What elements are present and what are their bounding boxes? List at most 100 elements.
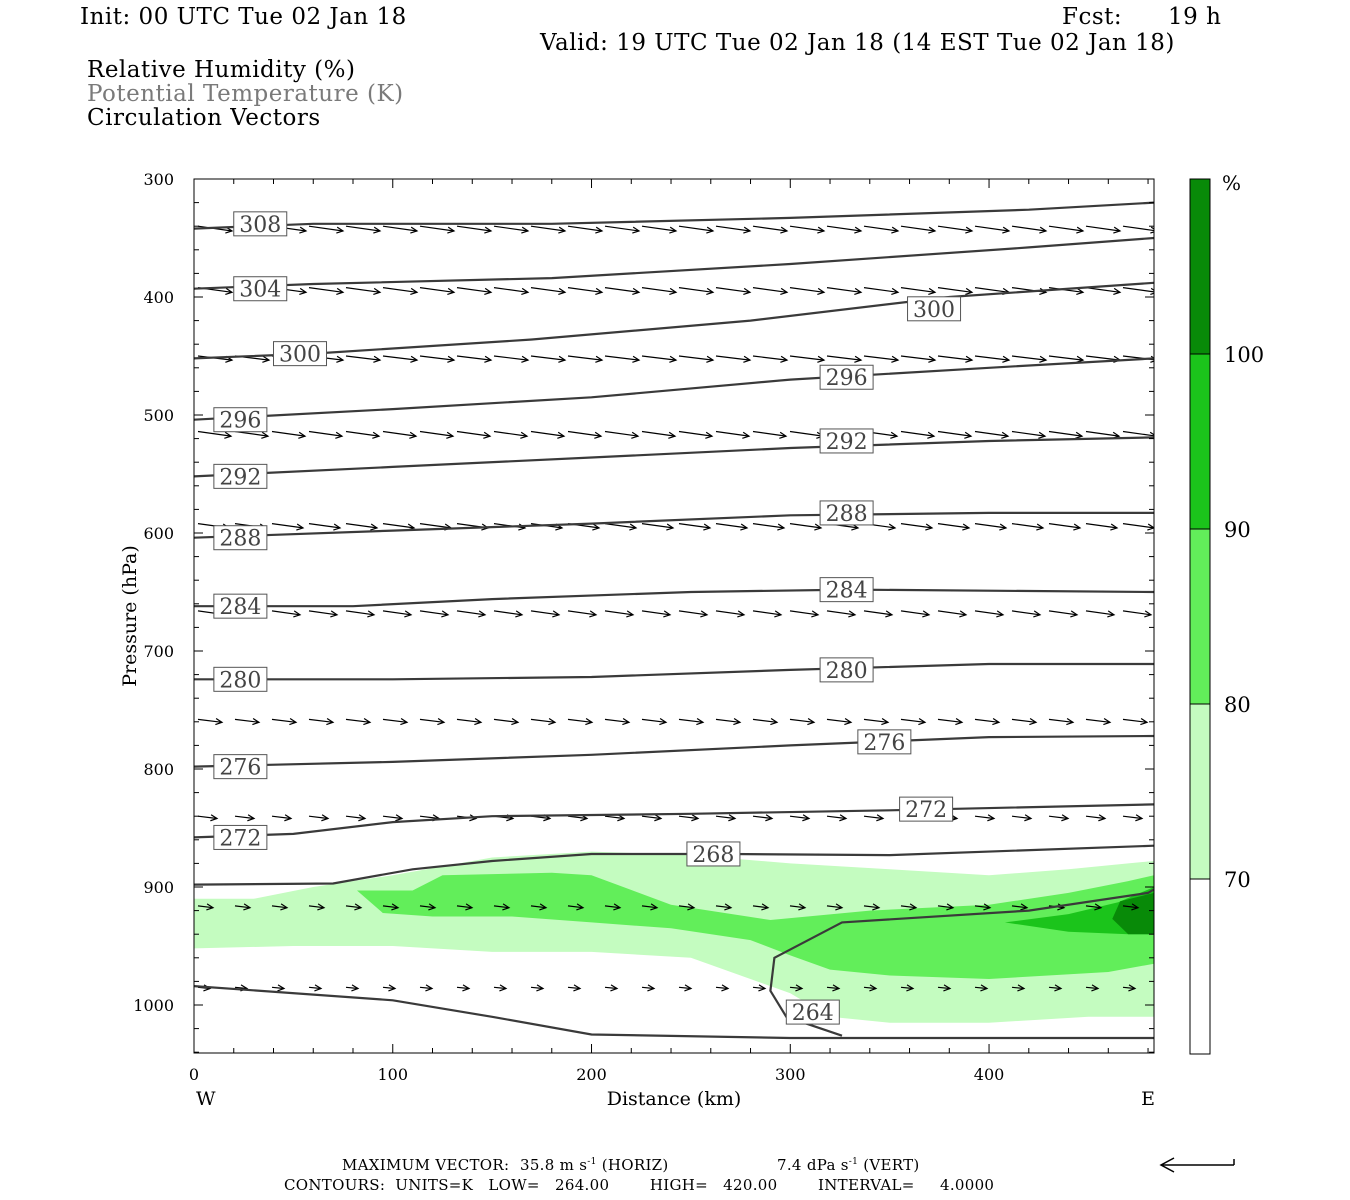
circulation-vector [1048, 610, 1078, 616]
circulation-vector [567, 986, 581, 990]
vector-arrowhead [409, 431, 418, 439]
circulation-vector [974, 287, 1010, 293]
circulation-vector [715, 523, 748, 529]
vector-arrowhead [335, 431, 344, 439]
circulation-vector [641, 430, 676, 437]
circulation-vector [715, 430, 750, 437]
vector-arrowhead [696, 718, 705, 726]
circulation-vector [752, 986, 766, 990]
vector-arrowhead [1002, 226, 1011, 234]
isentrope-label-box [686, 841, 741, 867]
circulation-vector [678, 430, 713, 437]
vector-arrowhead [1002, 355, 1011, 363]
vector-arrowhead [400, 718, 409, 726]
vector-arrowhead [742, 431, 751, 439]
colorbar-segment [1190, 354, 1210, 529]
circulation-vector [234, 718, 260, 723]
circulation-vector [826, 986, 840, 990]
circulation-vector [863, 355, 899, 361]
isentrope-292 [194, 436, 1154, 478]
circulation-vector [1122, 523, 1154, 529]
isentrope-label: 308 [239, 213, 281, 238]
isentrope-label: 264 [792, 1001, 834, 1026]
circulation-vector [641, 355, 677, 361]
circulation-vector [937, 718, 963, 723]
vector-arrowhead [906, 984, 915, 992]
circulation-vector [1011, 986, 1025, 990]
isentrope-label: 288 [826, 502, 868, 527]
circulation-vector [678, 523, 711, 529]
vector-arrowhead [557, 431, 566, 439]
vector-arrowhead [592, 523, 601, 531]
vector-arrowhead [959, 610, 968, 618]
vector-arrowhead [1073, 523, 1082, 531]
circulation-vector [567, 718, 593, 723]
vector-arrowhead [1033, 610, 1042, 618]
circulation-vector [308, 905, 325, 909]
vector-arrowhead [1029, 718, 1038, 726]
circulation-vector [493, 225, 529, 232]
circulation-vector [1085, 430, 1120, 437]
circulation-vector [937, 905, 954, 909]
circulation-vector [308, 986, 322, 990]
vector-arrowhead [817, 355, 826, 363]
isentrope-label: 284 [826, 579, 868, 604]
circulation-vector [1085, 610, 1115, 616]
isentrope-label: 300 [279, 343, 321, 368]
vector-arrowhead [733, 718, 742, 726]
circulation-vector [937, 430, 972, 437]
circulation-vector [900, 905, 917, 909]
circulation-vector [752, 355, 788, 361]
vector-arrowhead [706, 355, 715, 363]
vector-arrowhead [703, 523, 712, 531]
circulation-vector [271, 718, 297, 723]
isentrope-label: 304 [239, 278, 281, 303]
vector-arrowhead [333, 523, 342, 531]
circulation-vector [1011, 225, 1047, 232]
circulation-vector [530, 287, 566, 293]
y-tick-label: 400 [143, 288, 174, 307]
circulation-vector [419, 225, 455, 232]
vector-arrowhead [835, 903, 844, 911]
vector-arrowhead [909, 903, 918, 911]
vector-arrowhead [215, 718, 224, 726]
circulation-vector [604, 355, 640, 361]
vector-arrowhead [999, 523, 1008, 531]
vector-arrowhead [854, 355, 863, 363]
circulation-vector [974, 718, 1000, 723]
circulation-vector [382, 815, 403, 820]
rh-region-80 [357, 872, 1154, 979]
vector-arrowhead [1150, 287, 1154, 296]
circulation-vector [900, 430, 935, 437]
vector-arrowhead [284, 814, 293, 822]
circulation-vector [197, 815, 218, 820]
circulation-vector [752, 287, 788, 293]
colorbar-segment [1190, 704, 1210, 879]
vector-arrowhead [296, 523, 305, 531]
circulation-vector [382, 287, 418, 293]
vector-arrowhead [206, 903, 215, 911]
vector-arrowhead [1066, 718, 1075, 726]
circulation-vector [641, 718, 667, 723]
colorbar-segment [1190, 179, 1210, 354]
vector-arrowhead [558, 226, 567, 234]
circulation-vector [678, 225, 714, 232]
vector-arrowhead [1113, 226, 1122, 234]
circulation-vector [937, 287, 973, 293]
valid-time: Valid: 19 UTC Tue 02 Jan 18 (14 EST Tue … [540, 30, 1175, 56]
circulation-vector [382, 610, 412, 616]
vector-arrowhead [595, 355, 604, 363]
circulation-vector [382, 905, 399, 909]
vector-arrowhead [483, 431, 492, 439]
circulation-vector [937, 610, 967, 616]
vector-arrowhead [802, 814, 811, 822]
circulation-vector [382, 986, 396, 990]
circulation-vector [1011, 718, 1037, 723]
vector-arrowhead [558, 355, 567, 363]
vector-arrowhead [888, 523, 897, 531]
circulation-vector [752, 225, 788, 232]
vector-arrowhead [765, 814, 774, 822]
vector-arrowhead [447, 226, 456, 234]
circulation-vector [456, 986, 470, 990]
vector-arrowhead [499, 984, 508, 992]
